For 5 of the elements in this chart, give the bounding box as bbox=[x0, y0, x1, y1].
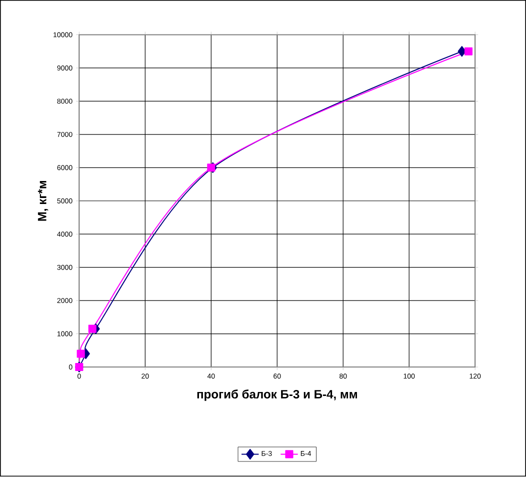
point bbox=[88, 325, 96, 334]
point bbox=[76, 350, 85, 358]
y-axis-title: М, кг*м bbox=[38, 181, 48, 222]
point bbox=[464, 48, 473, 56]
x-axis-title: прогиб балок Б-3 и Б-4, мм bbox=[197, 390, 357, 402]
